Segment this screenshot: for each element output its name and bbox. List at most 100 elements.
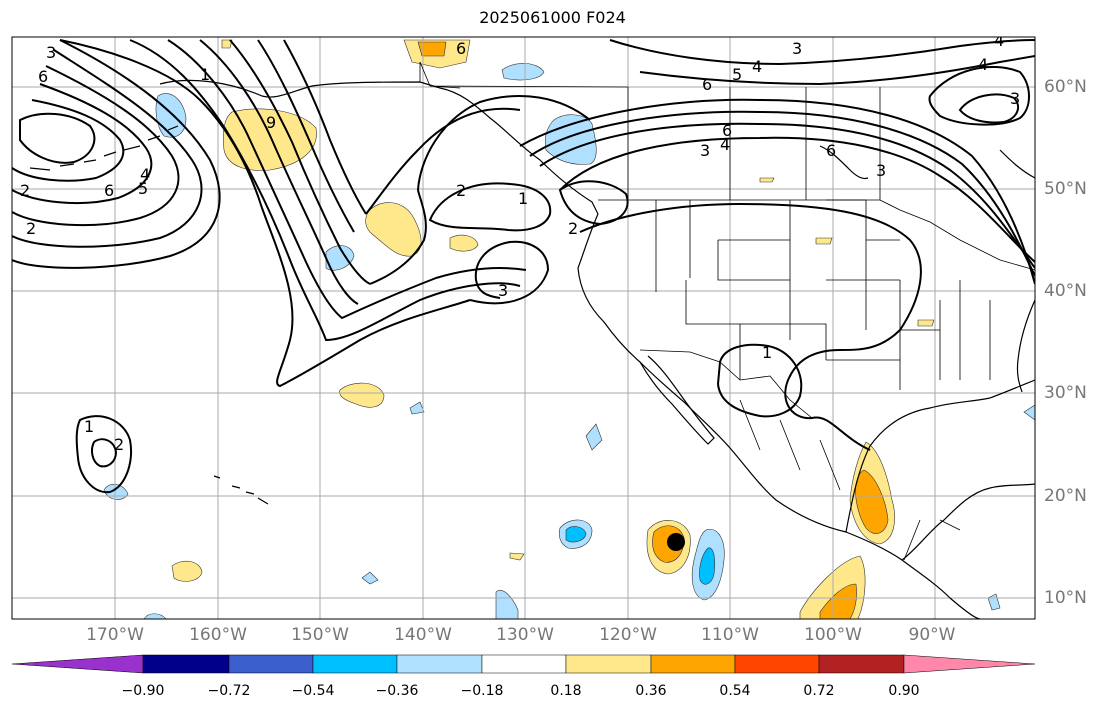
colorbar-segment <box>818 654 905 674</box>
positive-anomaly-area <box>917 319 935 327</box>
aleutian-islands <box>29 125 179 171</box>
contour-label: 6 <box>104 181 114 200</box>
lon-label: 90°W <box>908 625 956 645</box>
negative-anomaly-area <box>585 423 603 451</box>
negative-anomaly-area <box>361 571 379 585</box>
hudson-bay-coast <box>819 145 869 180</box>
contour-label: 2 <box>26 219 36 238</box>
gridlines <box>12 37 1035 619</box>
map-title: 2025061000 F024 <box>479 8 626 27</box>
contour-label: 9 <box>266 113 276 132</box>
colorbar-tick-label: 0.36 <box>635 683 667 699</box>
height-contours <box>12 39 1035 494</box>
contour-label: 1 <box>518 189 528 208</box>
negative-anomaly-core <box>565 526 587 543</box>
colorbar-segment <box>228 654 314 674</box>
lat-label: 40°N <box>1044 281 1087 301</box>
colorbar-tick-label: −0.18 <box>460 683 504 699</box>
contour-label: 3 <box>792 39 802 58</box>
contour-label: 3 <box>1010 89 1020 108</box>
gulf-of-mexico-coast <box>845 379 1035 533</box>
negative-anomaly-area <box>1023 404 1035 421</box>
contour-label: 1 <box>84 417 94 436</box>
contour-label: 6 <box>826 141 836 160</box>
yucatan-coast <box>901 483 1035 561</box>
contour-label: 2 <box>456 181 466 200</box>
colorbar-tick-label: −0.54 <box>291 683 335 699</box>
positive-anomaly-core <box>417 41 447 57</box>
lat-label: 10°N <box>1044 588 1087 608</box>
colorbar-segment <box>312 654 398 674</box>
contour-label: 3 <box>46 43 56 62</box>
positive-anomaly-area <box>222 108 317 171</box>
positive-anomaly-area <box>339 382 385 408</box>
positive-anomaly-core <box>819 583 857 619</box>
positive-anomaly-area <box>221 39 233 49</box>
contour-label: 6 <box>702 75 712 94</box>
lon-label: 160°W <box>189 625 247 645</box>
contour-labels: 3 6 6 4 5 6 4 3 6 4 3 1 9 6 4 5 2 2 1 2 … <box>20 31 1020 454</box>
colorbar-segment <box>481 654 567 674</box>
negative-anomaly-area <box>409 401 425 415</box>
positive-anomaly-area <box>815 237 833 245</box>
political-borders <box>419 61 1035 561</box>
baja-california <box>639 355 715 445</box>
colorbar <box>11 654 1036 674</box>
contour-label: 6 <box>38 67 48 86</box>
contour-label: 4 <box>752 57 762 76</box>
alaska-canada-border <box>419 61 629 89</box>
map-frame <box>11 36 1036 620</box>
lon-label: 110°W <box>701 625 759 645</box>
us-states-lines <box>655 199 991 390</box>
contour-label: 2 <box>568 219 578 238</box>
colorbar-tick-label: 0.72 <box>803 683 835 699</box>
contour-label: 6 <box>722 121 732 140</box>
contour-label: 2 <box>20 181 30 200</box>
positive-anomaly-area <box>449 234 479 252</box>
contour-label: 5 <box>732 65 742 84</box>
colorbar-extend-high <box>903 654 1036 674</box>
lat-label: 50°N <box>1044 179 1087 199</box>
east-us-coast <box>1016 299 1035 393</box>
lon-label: 100°W <box>804 625 862 645</box>
contour-label: 3 <box>498 281 508 300</box>
colorbar-segment <box>565 654 652 674</box>
negative-anomaly-core <box>699 547 716 585</box>
storm-marker <box>667 533 685 551</box>
positive-anomaly-area <box>759 177 775 183</box>
contour-label: 2 <box>114 435 124 454</box>
contour-label: 4 <box>978 55 988 74</box>
contour-label: 3 <box>876 161 886 180</box>
positive-anomaly-area <box>509 552 525 561</box>
colorbar-tick-label: 0.90 <box>888 683 920 699</box>
mexico-states <box>739 399 961 561</box>
hawaii-islands <box>213 475 269 505</box>
anomaly-fills <box>103 39 1035 619</box>
lon-label: 120°W <box>599 625 657 645</box>
colorbar-segment <box>650 654 736 674</box>
colorbar-extend-low <box>11 654 144 674</box>
colorbar-tick-label: −0.72 <box>207 683 251 699</box>
contour-label: 6 <box>456 39 466 58</box>
lon-label: 150°W <box>291 625 349 645</box>
greenland-arctic-coast <box>999 149 1035 179</box>
contour-label: 1 <box>200 65 210 84</box>
lon-label: 140°W <box>394 625 452 645</box>
lat-label: 60°N <box>1044 77 1087 97</box>
contour-label: 4 <box>140 165 150 184</box>
contour-label: 4 <box>994 31 1004 50</box>
lon-label: 130°W <box>496 625 554 645</box>
coastlines <box>29 79 1035 619</box>
colorbar-tick-label: 0.18 <box>550 683 582 699</box>
positive-anomaly-area <box>171 560 203 582</box>
lon-label: 170°W <box>86 625 144 645</box>
negative-anomaly-area <box>544 114 597 165</box>
colorbar-tick-label: −0.36 <box>375 683 419 699</box>
contour-label: 5 <box>138 179 148 198</box>
colorbar-tick-label: −0.90 <box>121 683 165 699</box>
colorbar-tick-label: 0.54 <box>719 683 751 699</box>
contour-label: 4 <box>720 135 730 154</box>
colorbar-segment <box>142 654 230 674</box>
colorbar-segment <box>396 654 483 674</box>
